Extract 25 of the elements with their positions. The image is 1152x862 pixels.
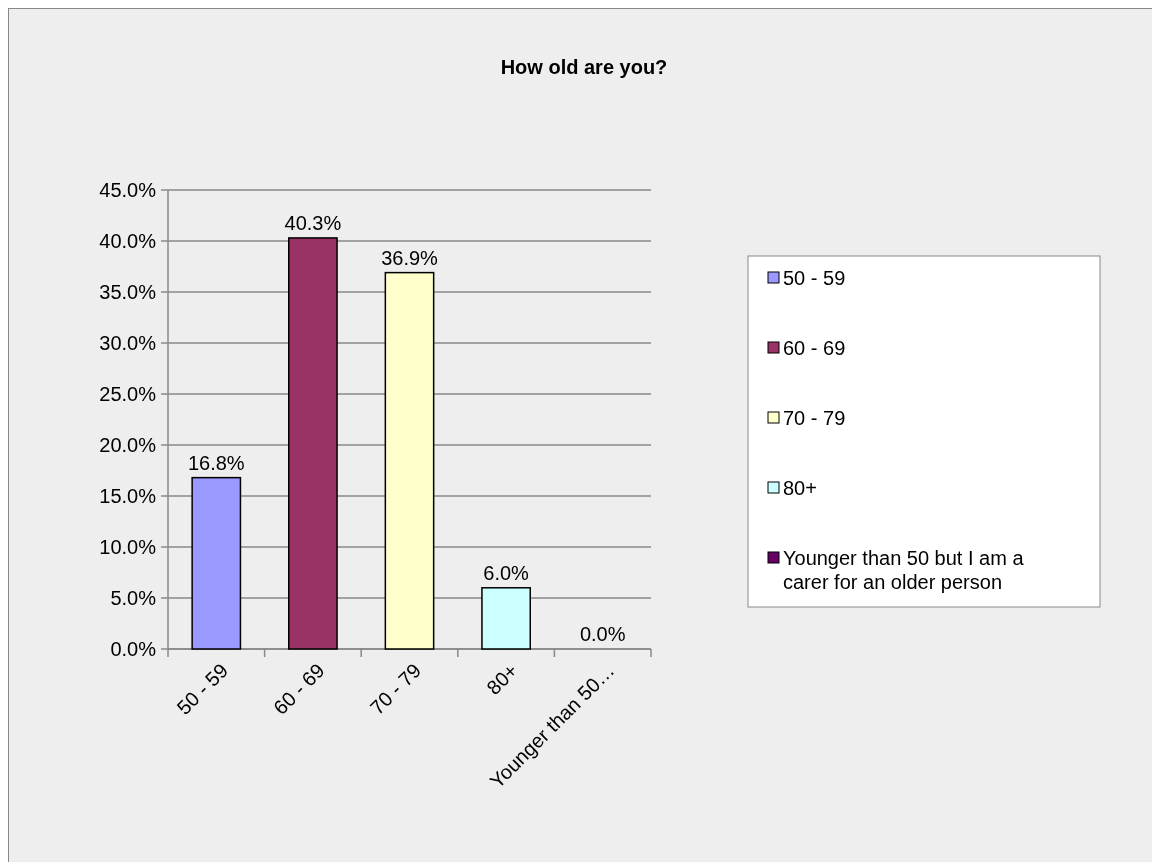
y-tick-label: 0.0% (110, 638, 157, 660)
y-tick-label: 35.0% (99, 281, 157, 303)
legend-label: 50 - 59 (783, 267, 846, 289)
legend-label: 80+ (783, 477, 817, 499)
data-label: 0.0% (579, 623, 626, 645)
data-label: 6.0% (483, 561, 530, 584)
data-label: 36.9% (381, 246, 439, 269)
y-tick-label: 40.0% (99, 230, 157, 252)
x-tick-label: 70 - 79 (365, 659, 426, 719)
x-tick-label: 50 - 59 (172, 659, 233, 719)
legend-label: 60 - 69 (783, 337, 846, 359)
y-tick-label: 45.0% (99, 179, 157, 201)
y-tick-label: 5.0% (110, 587, 157, 609)
data-label: 16.8% (187, 451, 245, 474)
legend-label: Younger than 50 but I am a carer for an older person (783, 547, 1025, 593)
x-tick-label: 60 - 69 (269, 659, 329, 719)
x-tick-label: 80+ (482, 659, 522, 699)
y-tick-label: 20.0% (99, 434, 157, 456)
y-tick-label: 10.0% (99, 536, 157, 558)
y-tick-label: 25.0% (99, 383, 157, 405)
chart-title: How old are you? (500, 56, 668, 78)
legend-label: 70 - 79 (783, 407, 846, 429)
data-label: 40.3% (284, 211, 342, 234)
y-tick-label: 30.0% (99, 332, 157, 354)
y-tick-label: 15.0% (99, 485, 157, 507)
